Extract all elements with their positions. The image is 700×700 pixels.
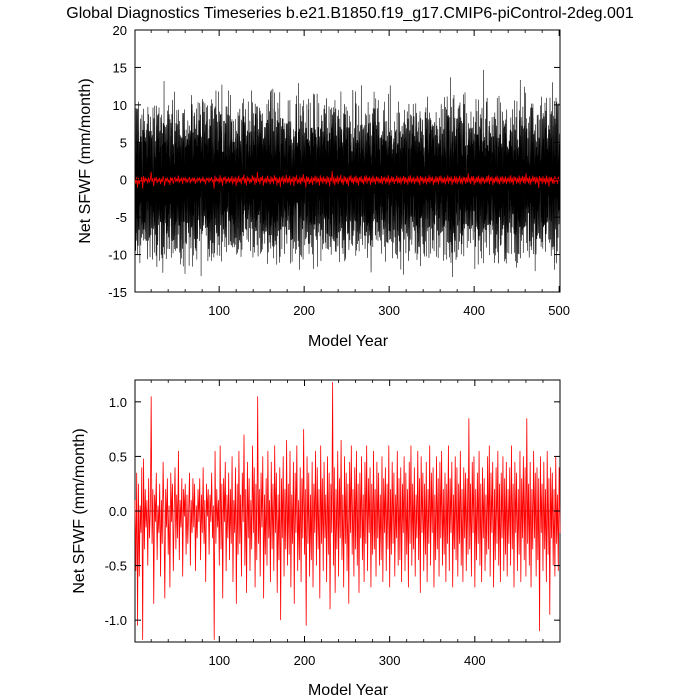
x-tick-label: 500 [548, 303, 570, 318]
y-ticks-bottom: -1.0 -0.5 0.0 0.5 1.0 [105, 395, 560, 628]
x-axis-label-bottom: Model Year [308, 682, 389, 699]
x-tick-label: 300 [378, 303, 400, 318]
x-axis-label-top: Model Year [308, 333, 389, 350]
y-tick-label: -10 [108, 248, 127, 263]
y-ticks-top: -15 -10 -5 0 5 10 15 20 [108, 23, 560, 300]
x-ticks-bottom: 100 200 300 400 [150, 380, 544, 668]
annual-mean-line-top [134, 170, 560, 189]
annual-series-bottom [134, 382, 561, 640]
y-axis-label-top: Net SFWF (mm/month) [77, 78, 94, 243]
x-tick-label: 100 [208, 303, 230, 318]
y-tick-label: 20 [113, 23, 127, 38]
y-axis-label-bottom: Net SFWF (mm/month) [71, 428, 88, 593]
chart-panel-bottom: -1.0 -0.5 0.0 0.5 1.0 100 200 300 400 Model Yea… [71, 379, 561, 699]
y-tick-label: 1.0 [109, 395, 127, 410]
x-ticks-top: 100 200 300 400 500 [150, 30, 570, 318]
annual-series-top [134, 170, 560, 189]
y-tick-label: 10 [113, 98, 127, 113]
y-tick-label: -15 [108, 285, 127, 300]
chart-panel-top: -15 -10 -5 0 5 10 15 20 100 200 300 400 500 Model Y… [77, 23, 570, 350]
figure-title: Global Diagnostics Timeseries b.e21.B185… [66, 5, 634, 22]
annual-mean-line-bottom [134, 382, 561, 640]
monthly-series-top [134, 69, 561, 278]
y-tick-label: -1.0 [105, 613, 127, 628]
x-tick-label: 200 [293, 303, 315, 318]
x-tick-label: 200 [294, 653, 316, 668]
x-tick-label: 400 [463, 303, 485, 318]
y-tick-label: 0 [120, 173, 127, 188]
y-tick-label: 5 [120, 135, 127, 150]
y-tick-label: -0.5 [105, 559, 127, 574]
monthly-series-line [134, 69, 561, 278]
y-tick-label: 0.0 [109, 504, 127, 519]
y-tick-label: 15 [113, 60, 127, 75]
x-tick-label: 100 [208, 653, 230, 668]
y-tick-label: 0.5 [109, 449, 127, 464]
x-tick-label: 400 [464, 653, 486, 668]
y-tick-label: -5 [115, 210, 127, 225]
x-tick-label: 300 [379, 653, 401, 668]
